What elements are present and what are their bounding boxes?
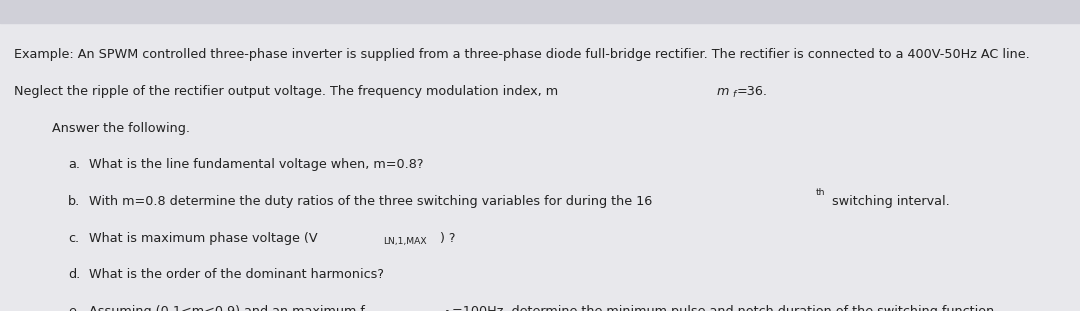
Text: m: m	[716, 85, 729, 98]
Text: Example: An SPWM controlled three-phase inverter is supplied from a three-phase : Example: An SPWM controlled three-phase …	[14, 48, 1030, 61]
Text: b.: b.	[68, 195, 80, 208]
Text: With m=0.8 determine the duty ratios of the three switching variables for during: With m=0.8 determine the duty ratios of …	[89, 195, 652, 208]
Text: e.: e.	[68, 305, 80, 311]
Text: Neglect the ripple of the rectifier output voltage. The frequency modulation ind: Neglect the ripple of the rectifier outp…	[14, 85, 558, 98]
Text: c.: c.	[68, 232, 79, 245]
Text: LN,1,MAX: LN,1,MAX	[383, 237, 428, 246]
Text: Answer the following.: Answer the following.	[52, 122, 190, 135]
Text: Assuming (0.1<m<0.9) and an maximum f: Assuming (0.1<m<0.9) and an maximum f	[89, 305, 364, 311]
Text: What is the line fundamental voltage when, m=0.8?: What is the line fundamental voltage whe…	[89, 158, 423, 171]
Text: d.: d.	[68, 268, 80, 281]
Text: What is the order of the dominant harmonics?: What is the order of the dominant harmon…	[89, 268, 383, 281]
Bar	[0, 0, 1080, 23]
Text: ) ?: ) ?	[440, 232, 456, 245]
Text: switching interval.: switching interval.	[827, 195, 949, 208]
Text: 1: 1	[445, 310, 450, 311]
Text: th: th	[815, 188, 825, 197]
Text: f: f	[732, 90, 735, 99]
Text: What is maximum phase voltage (V: What is maximum phase voltage (V	[89, 232, 318, 245]
Text: a.: a.	[68, 158, 80, 171]
Text: =36.: =36.	[737, 85, 767, 98]
Text: =100Hz, determine the minimum pulse and notch duration of the switching function: =100Hz, determine the minimum pulse and …	[451, 305, 998, 311]
